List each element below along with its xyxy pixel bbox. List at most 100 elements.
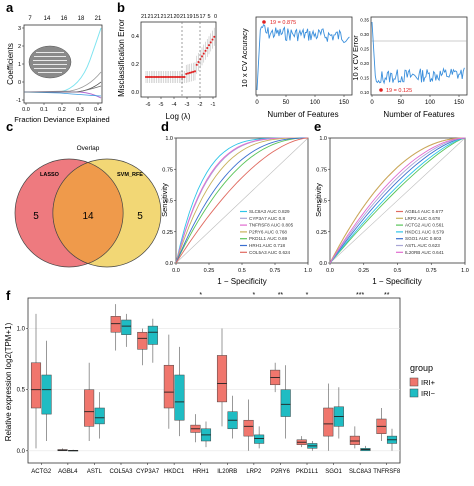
panel-f-ytick-label: 0.5 <box>17 388 26 394</box>
panel-b-x-ticks: -6 -5 -4 -3 -2 -1 <box>146 97 216 108</box>
panel-b2: 19 = 0.875 0 50 100 150 10 x CV Accuracy Nu… <box>240 16 353 119</box>
d-xtick-label: 0.25 <box>204 268 215 274</box>
panel-a-legend-line <box>38 72 62 73</box>
panel-b-point <box>152 76 154 78</box>
panel-f-xtick-label: ACTG2 <box>31 469 52 475</box>
e-roc-curve <box>329 137 466 264</box>
panel-f-letter: f <box>6 288 11 303</box>
panel-a-path <box>24 91 102 99</box>
panel-d-roc-curves <box>175 137 309 264</box>
panel-b-point <box>164 76 167 78</box>
panel-f-significance-mark: * <box>306 292 309 299</box>
panel-b-point <box>148 76 151 78</box>
panel-a-legend-blob <box>28 45 72 79</box>
panel-b2-x-ticks: 0 50 100 150 <box>255 95 350 106</box>
panel-e-letter: e <box>314 119 321 134</box>
panel-b-ylabel: Misclassification Error <box>117 19 126 97</box>
panel-b-point <box>192 70 195 73</box>
e-ytick-label: 0.75 <box>316 167 327 173</box>
panel-b3-xtick-label: 150 <box>454 100 465 106</box>
venn-right-count: 5 <box>137 211 143 222</box>
e-xtick-label: 0.75 <box>426 268 437 274</box>
panel-b2-ylabel: 10 x CV Accuracy <box>240 28 249 87</box>
panel-b-xlabel: Log (λ) <box>166 112 191 121</box>
panel-b-xtick-label: -3 <box>185 102 190 108</box>
panel-b3-ylabel: 10 x CV Error <box>351 35 360 81</box>
panel-b2-frame <box>255 16 353 96</box>
panel-b-top-tick: 0 <box>214 14 217 20</box>
panel-b: b 21 21 21 21 21 20 21 19 15 17 5 0 -6 -5 -4 -3 -2 -1 0.… <box>117 0 217 121</box>
panel-b3-frame <box>370 16 468 96</box>
panel-f-xtick-label: COL5A3 <box>109 469 133 475</box>
panel-a-top-tick: 7 <box>28 16 32 22</box>
panel-b-point <box>208 44 210 47</box>
d-ytick-label: 0.5 <box>165 199 173 205</box>
panel-b-point <box>155 76 158 78</box>
d-legend-label: HRH1 AUC 0.718 <box>249 243 285 248</box>
panel-e-xlabel: 1 − Specificity <box>372 277 422 286</box>
d-legend-label: P2RY6 AUC 0.768 <box>249 229 287 234</box>
panel-b-top-tick: 19 <box>186 14 192 20</box>
e-ytick-label: 0.25 <box>316 230 327 236</box>
panel-f-box <box>41 374 52 415</box>
panel-b-top-tick: 20 <box>173 14 179 20</box>
panel-b-point <box>180 76 182 78</box>
panel-f-xtick-label: P2RY6 <box>271 469 291 475</box>
panel-b-point <box>183 76 186 78</box>
panel-b3-ytick-label: 0.15 <box>360 76 369 81</box>
panel-e-legend: AGBL4 AUC 0.677 LRP2 AUC 0.678 ACTG2 AUC 0… <box>396 209 445 255</box>
panel-b-point <box>181 76 184 78</box>
panel-b2-xtick-label: 100 <box>310 100 321 106</box>
panel-b-top-tick: 5 <box>207 14 210 20</box>
panel-f-legend-swatch <box>409 377 419 387</box>
panel-b2-xtick-label: 150 <box>339 100 350 106</box>
panel-b-point <box>209 41 212 44</box>
panel-b3-ytick-label: 0.10 <box>360 90 369 95</box>
panel-b-point <box>145 76 147 78</box>
panel-f-xtick-label: HKDC1 <box>164 469 185 475</box>
panel-f-significance: * * ** * *** ** <box>199 292 389 299</box>
venn-left-count: 5 <box>33 211 39 222</box>
panel-a-xtick-label: 0.4 <box>94 107 102 113</box>
e-xtick-label: 0.0 <box>326 268 334 274</box>
panel-b-point <box>166 76 168 78</box>
panel-b-top-tick: 21 <box>160 14 166 20</box>
panel-a-ytick-label: 0 <box>18 80 21 86</box>
panel-a-ytick-label: 2 <box>18 44 21 50</box>
panel-f-xtick-label: SGO1 <box>325 469 342 475</box>
panel-f: f ACTG2 AGBL4 ASTL COL5A3 CYP3A7 HKDC1 HRH1 IL2… <box>4 288 436 475</box>
d-legend-label: COL5A3 AUC 0.624 <box>249 250 291 255</box>
panel-a-xtick-label: 0.2 <box>58 107 66 113</box>
panel-a-ytick-label: -1 <box>16 98 21 104</box>
panel-a-path <box>23 71 102 93</box>
panel-b-point <box>204 49 207 52</box>
panel-b-point <box>159 76 161 78</box>
panel-f-significance-mark: ** <box>384 292 390 299</box>
panel-a-ytick-label: 1 <box>18 62 21 68</box>
panel-d: d SLC8A3 AUC 0.829 CYP3A7 AUC 0.8 TNFRSF8 … <box>160 119 312 286</box>
panel-b-xtick-label: -1 <box>211 102 216 108</box>
panel-f-box <box>323 407 334 437</box>
panel-b-point <box>187 72 189 75</box>
panel-e-roc-curves <box>329 137 466 264</box>
e-xtick-label: 0.25 <box>358 268 369 274</box>
panel-b3: 19 = 0.125 0 50 100 150 0.10 0.15 0.20 0.25 0.3… <box>351 16 468 119</box>
panel-b-letter: b <box>117 0 125 15</box>
panel-f-xtick-label: TNFRSF8 <box>373 469 401 475</box>
panel-a-top-tick: 16 <box>61 16 68 22</box>
panel-b3-x-ticks: 0 50 100 150 <box>370 95 465 106</box>
panel-b-xtick-label: -4 <box>172 102 177 108</box>
panel-b2-xtick-label: 0 <box>255 100 259 106</box>
panel-f-ytick-label: 0.0 <box>17 449 26 455</box>
panel-f-significance-mark: *** <box>356 292 364 299</box>
panel-b-point <box>201 55 203 58</box>
panel-b-point <box>174 76 177 78</box>
e-ytick-label: 0.5 <box>319 199 327 205</box>
panel-b-xtick-label: -5 <box>159 102 164 108</box>
panel-a-y-ticks: -1 0 1 2 3 <box>16 26 24 104</box>
panel-a-top-tick: 21 <box>95 16 102 22</box>
e-legend-label: IL20RB AUC 0.641 <box>405 250 444 255</box>
panel-b-point <box>153 76 156 78</box>
panel-b-frame <box>140 21 217 98</box>
panel-f-box <box>30 362 42 409</box>
